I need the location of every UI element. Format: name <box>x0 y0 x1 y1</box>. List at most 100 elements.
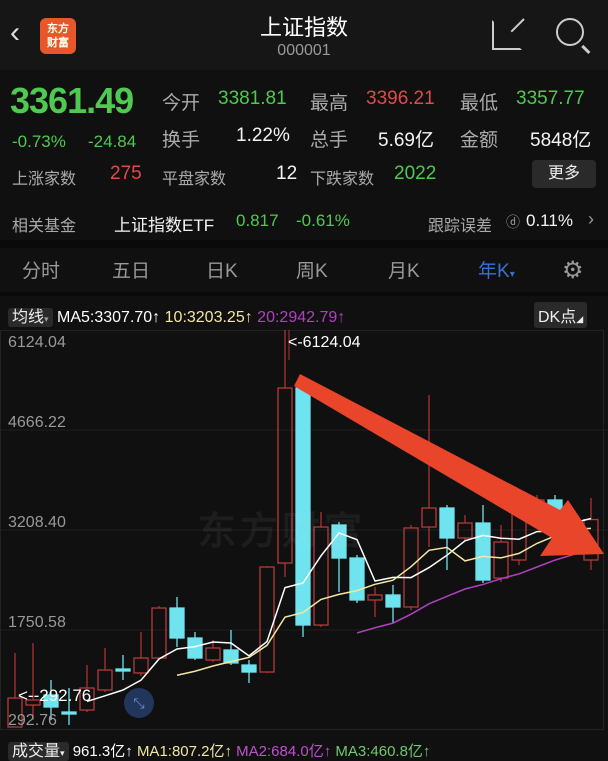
tab-weekly-k[interactable]: 周K <box>296 261 328 282</box>
volume-value: 5.69亿 <box>378 130 434 151</box>
candle-body <box>349 557 365 601</box>
turnover-label: 换手 <box>162 130 201 151</box>
tab-monthly-k[interactable]: 月K <box>388 261 420 282</box>
ma5-line <box>86 517 592 703</box>
ma10-value: 10:3203.25↑ <box>164 309 253 326</box>
candle-body <box>385 594 401 608</box>
ma20-line <box>356 546 592 634</box>
dropdown-icon: ▾ <box>509 269 515 280</box>
page-title: 上证指数 <box>259 15 348 40</box>
low-value: 3357.77 <box>516 88 585 109</box>
fund-name[interactable]: 上证指数ETF <box>114 216 215 235</box>
tab-intraday[interactable]: 分时 <box>22 261 61 282</box>
open-value: 3381.81 <box>218 88 287 109</box>
back-icon[interactable]: ‹ <box>10 16 20 49</box>
tracking-error-label: 跟踪误差 <box>428 218 493 235</box>
red-arrow-annotation <box>294 374 604 556</box>
corner-icon: ◢ <box>576 314 584 324</box>
volume-value: 961.3亿↑ <box>72 743 133 760</box>
high-label: 最高 <box>310 93 349 114</box>
vol-ma1: MA1:807.2亿↑ <box>136 743 232 760</box>
change-pct: -0.73% <box>12 132 66 151</box>
candle-body <box>367 594 383 601</box>
y-tick: 4666.22 <box>8 414 66 431</box>
vol-ma3: MA3:460.8亿↑ <box>335 743 431 760</box>
app-logo: 东方 财富 <box>40 18 76 54</box>
open-label: 今开 <box>162 93 201 114</box>
candle-body <box>61 711 77 715</box>
fund-label: 相关基金 <box>12 218 77 235</box>
amount-label: 金额 <box>460 130 499 151</box>
ma5-value: MA5:3307.70↑ <box>57 309 161 326</box>
share-icon[interactable] <box>492 20 522 50</box>
volume-selector-label: 成交量 <box>12 743 61 760</box>
amount-value: 5848亿 <box>530 130 592 151</box>
current-price: 3361.49 <box>10 80 134 121</box>
fund-change: -0.61% <box>296 211 350 230</box>
ma-selector[interactable]: 均线▾ <box>8 308 53 327</box>
y-tick: 6124.04 <box>8 334 66 351</box>
watermark: 东方财富 <box>198 511 367 553</box>
change: -24.84 <box>88 132 137 151</box>
ma20-value: 20:2942.79↑ <box>257 309 346 326</box>
ma10-line <box>176 527 592 676</box>
tracking-error: 0.11% <box>526 211 573 230</box>
candle-body <box>43 694 59 708</box>
candle-body <box>7 697 23 728</box>
low-label: 最低 <box>460 93 499 114</box>
volume-selector[interactable]: 成交量▾ <box>8 742 69 761</box>
divider <box>0 292 608 296</box>
tab-label: 年K <box>478 261 510 282</box>
ma-selector-label: 均线 <box>12 309 45 326</box>
candle-body <box>421 507 437 528</box>
high-value: 3396.21 <box>366 88 435 109</box>
volume-legend: 成交量▾ 961.3亿↑ MA1:807.2亿↑ MA2:684.0亿↑ MA3… <box>8 737 430 761</box>
y-tick: 292.76 <box>8 712 57 729</box>
min-label: <--292.76 <box>18 686 92 705</box>
candle-body <box>151 607 167 659</box>
dk-points-button[interactable]: DK点◢ <box>534 302 588 328</box>
candle-body <box>277 387 293 564</box>
tab-five-day[interactable]: 五日 <box>112 261 151 282</box>
chart-border <box>0 330 604 730</box>
help-icon[interactable]: ⓓ <box>506 214 520 230</box>
candle-body <box>475 522 491 581</box>
candlestick-chart[interactable] <box>0 330 608 730</box>
vol-ma2: MA2:684.0亿↑ <box>236 743 332 760</box>
down-count-label: 下跌家数 <box>310 171 375 188</box>
volume-label: 总手 <box>310 130 349 151</box>
stock-code: 000001 <box>277 42 331 59</box>
more-button[interactable]: 更多 <box>532 160 596 188</box>
chevron-right-icon[interactable]: › <box>588 209 594 229</box>
ma-legend: 均线▾ MA5:3307.70↑ 10:3203.25↑ 20:2942.79↑ <box>8 303 345 327</box>
candle-body <box>439 507 455 539</box>
candle-body <box>205 647 221 661</box>
candle-body <box>313 526 329 626</box>
up-count: 275 <box>110 163 142 184</box>
candle-body <box>259 566 275 673</box>
fund-price: 0.817 <box>236 211 279 230</box>
dk-label: DK点 <box>538 309 577 326</box>
candle-body <box>169 607 185 639</box>
candle-body <box>403 527 419 608</box>
turnover-value: 1.22% <box>236 125 290 146</box>
candle-body <box>25 699 41 706</box>
divider <box>0 240 608 248</box>
candle-body <box>115 668 131 672</box>
search-icon[interactable] <box>556 18 584 46</box>
expand-icon[interactable]: ⤡ <box>124 688 154 718</box>
down-count: 2022 <box>394 163 437 184</box>
flat-count-label: 平盘家数 <box>162 171 227 188</box>
candle-body <box>223 649 239 664</box>
dropdown-icon: ▾ <box>44 314 49 324</box>
candle-body <box>133 657 149 674</box>
up-count-label: 上涨家数 <box>12 171 77 188</box>
gear-icon[interactable]: ⚙ <box>562 257 584 284</box>
tab-daily-k[interactable]: 日K <box>206 261 238 282</box>
flat-count: 12 <box>276 163 298 184</box>
max-label: <-6124.04 <box>288 334 361 351</box>
candle-body <box>493 541 509 579</box>
y-tick: 3208.40 <box>8 514 66 531</box>
candle-body <box>97 669 113 691</box>
tab-yearly-k[interactable]: 年K▾ <box>478 256 515 283</box>
